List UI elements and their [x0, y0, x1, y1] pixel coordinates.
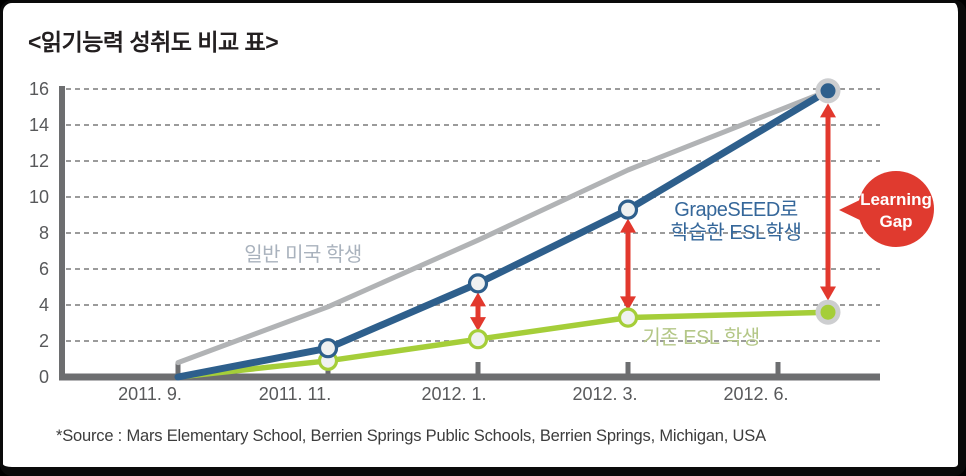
- gap-arrow-head-down: [620, 296, 636, 311]
- end-point: [820, 83, 836, 99]
- x-axis-label: 2011. 11.: [259, 384, 331, 404]
- end-point: [820, 304, 836, 320]
- x-axis-label: 2012. 1.: [421, 384, 486, 404]
- y-axis-label: 0: [39, 367, 49, 387]
- learning-gap-label: Gap: [879, 212, 912, 231]
- series-label-2: 기존 ESL 학생: [642, 326, 759, 349]
- gap-arrow-head-up: [470, 292, 486, 307]
- y-axis-label: 8: [39, 223, 49, 243]
- data-point: [467, 329, 489, 350]
- series-line-0: [175, 88, 831, 366]
- source-note: *Source : Mars Elementary School, Berrie…: [56, 427, 766, 445]
- x-axis-label: 2011. 9.: [118, 384, 182, 404]
- series-label-1: GrapeSEED로: [674, 199, 798, 221]
- series-label-0: 일반 미국 학생: [244, 243, 362, 266]
- y-axis-label: 16: [29, 79, 49, 99]
- gap-arrow-head-down: [820, 286, 836, 301]
- data-point: [617, 199, 639, 220]
- gap-arrow-head-up: [620, 218, 636, 233]
- data-point: [317, 338, 339, 359]
- y-axis-label: 10: [29, 187, 49, 207]
- x-axis-label: 2012. 3.: [572, 384, 637, 404]
- y-axis-label: 14: [29, 115, 49, 135]
- chart-title: <읽기능력 성취도 비교 표>: [28, 29, 279, 55]
- y-axis-label: 2: [39, 331, 49, 351]
- y-axis-label: 6: [39, 259, 49, 279]
- gap-arrow-head-up: [820, 103, 836, 118]
- gap-arrow-head-down: [470, 317, 486, 332]
- line-chart: 0 2 4 6 8 10 12 14 16 2011. 9. 2011. 11. 2012. 1. 20…: [29, 78, 934, 404]
- data-point: [467, 273, 489, 294]
- y-axis-label: 12: [29, 151, 49, 171]
- learning-gap-bubble: [858, 171, 934, 247]
- y-axis-label: 4: [39, 295, 49, 315]
- learning-gap-label: Learning: [860, 190, 932, 209]
- series-label-1: 학습한 ESL학생: [671, 221, 802, 244]
- data-point: [617, 307, 639, 328]
- x-axis-label: 2012. 6.: [723, 384, 788, 404]
